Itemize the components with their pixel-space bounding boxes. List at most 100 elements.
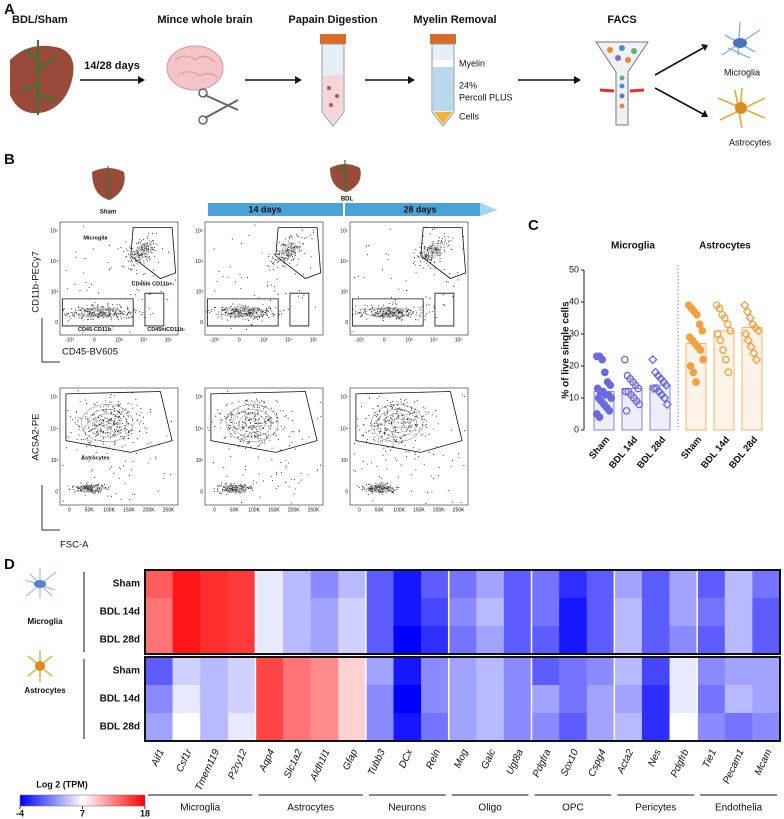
event-dot: [128, 430, 130, 432]
event-dot: [447, 236, 449, 238]
event-dot: [423, 235, 425, 237]
event-dot: [395, 314, 397, 316]
event-dot: [418, 448, 420, 450]
event-dot: [135, 273, 137, 275]
x-tick-label: 50K: [85, 507, 95, 513]
event-dot: [87, 315, 89, 317]
heatmap-cell: [752, 657, 781, 686]
event-dot: [277, 294, 279, 296]
cell-dot: [615, 55, 621, 61]
event-dot: [239, 303, 241, 305]
event-dot: [372, 500, 374, 502]
group-title: Microglia: [611, 241, 655, 252]
event-dot: [271, 459, 273, 461]
event-dot: [448, 272, 450, 275]
event-dot: [116, 424, 119, 426]
cell-dot: [619, 93, 625, 99]
event-dot: [241, 484, 243, 486]
event-dot: [412, 311, 415, 313]
density-contour: [77, 484, 102, 493]
event-dot: [425, 423, 427, 426]
event-dot: [99, 424, 101, 426]
density-contour: [371, 308, 407, 316]
heatmap-cell: [531, 685, 560, 714]
event-dot: [128, 416, 130, 418]
density-contour: [365, 307, 413, 318]
event-dot: [357, 312, 359, 314]
heatmap-cell: [310, 626, 339, 655]
event-dot: [84, 257, 86, 259]
event-dot: [230, 427, 232, 429]
event-dot: [97, 417, 99, 419]
event-dot: [98, 492, 100, 494]
event-dot: [416, 399, 418, 402]
gene-label: Acta2: [615, 747, 636, 776]
step-title: FACS: [607, 14, 636, 26]
event-dot: [98, 491, 100, 493]
event-dot: [384, 430, 387, 432]
event-dot: [108, 244, 111, 246]
event-dot: [127, 437, 129, 439]
event-dot: [91, 429, 93, 431]
event-dot: [303, 237, 305, 239]
scissors-ring: [198, 115, 208, 125]
event-dot: [230, 455, 232, 458]
event-dot: [105, 404, 107, 406]
event-dot: [284, 266, 286, 268]
event-dot: [235, 310, 237, 312]
event-dot: [217, 485, 219, 487]
event-dot: [397, 422, 399, 424]
event-dot: [239, 306, 241, 308]
event-dot: [125, 255, 127, 257]
event-dot: [91, 469, 93, 471]
event-dot: [292, 248, 294, 250]
event-dot: [383, 483, 385, 485]
event-dot: [384, 484, 386, 486]
event-dot: [240, 492, 242, 494]
event-dot: [87, 442, 89, 444]
event-dot: [114, 423, 116, 425]
event-dot: [361, 434, 363, 436]
gate: [130, 227, 177, 279]
panel-label: B: [4, 151, 15, 168]
event-dot: [237, 436, 239, 439]
event-dot: [411, 409, 413, 411]
x-tick-label: -10³: [210, 337, 219, 343]
heatmap-cell: [476, 657, 505, 686]
event-dot: [84, 311, 86, 313]
event-dot: [248, 234, 250, 236]
heatmap-cell: [421, 713, 449, 742]
data-point: [601, 368, 609, 377]
event-dot: [110, 411, 113, 413]
event-dot: [132, 280, 134, 282]
event-dot: [385, 406, 387, 408]
event-dot: [414, 415, 416, 417]
heatmap-cell: [393, 685, 422, 714]
event-dot: [381, 440, 383, 442]
event-dot: [294, 254, 297, 256]
x-tick-label: BDL 28d: [727, 434, 760, 471]
event-dot: [391, 414, 393, 416]
event-dot: [458, 457, 460, 459]
event-dot: [107, 405, 109, 407]
event-dot: [96, 430, 99, 433]
event-dot: [216, 490, 218, 492]
event-dot: [422, 406, 424, 408]
event-dot: [125, 408, 127, 410]
event-dot: [124, 444, 126, 446]
event-dot: [218, 271, 220, 273]
event-dot: [403, 400, 405, 402]
event-dot: [218, 412, 220, 414]
event-dot: [296, 246, 298, 248]
cell-dot: [619, 45, 625, 51]
event-dot: [353, 442, 356, 444]
event-dot: [83, 427, 85, 430]
event-dot: [73, 316, 75, 318]
event-dot: [133, 309, 135, 311]
density-contour: [283, 246, 293, 256]
gate: [351, 298, 424, 327]
event-dot: [223, 466, 225, 468]
event-dot: [94, 428, 96, 430]
event-dot: [262, 304, 264, 306]
event-dot: [232, 308, 234, 310]
